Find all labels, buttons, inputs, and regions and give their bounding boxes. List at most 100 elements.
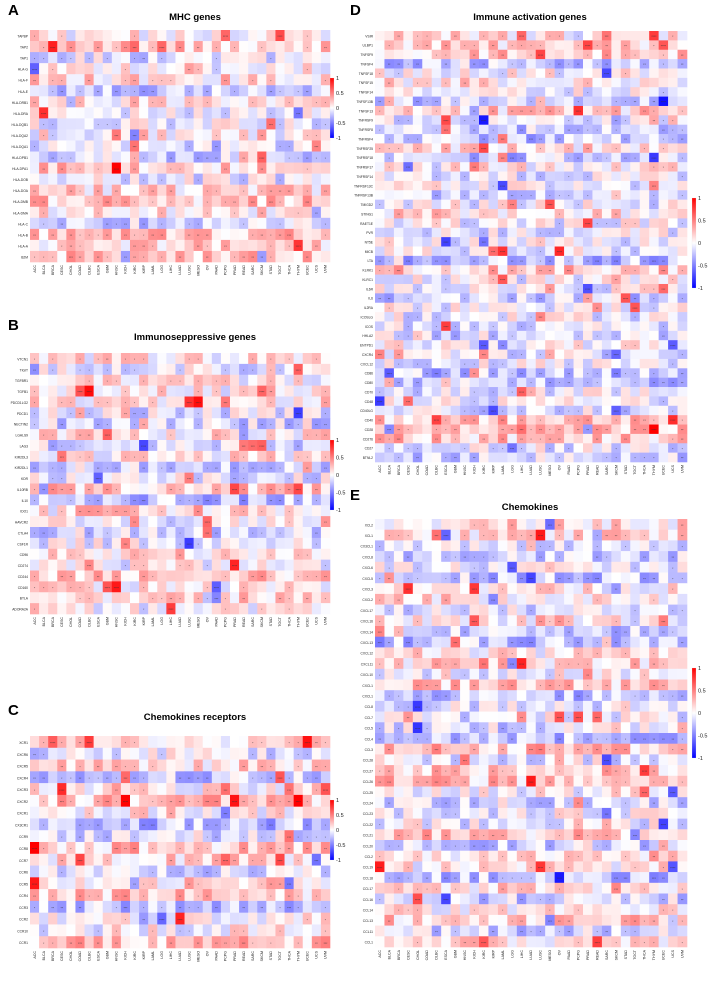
heatmap-cell <box>66 483 76 495</box>
heatmap-cell <box>139 151 149 163</box>
heatmap-cell <box>75 830 85 843</box>
heatmap-cell <box>48 900 58 913</box>
heatmap-cell <box>120 771 131 784</box>
significance-mark: ** <box>215 156 218 160</box>
heatmap-cell <box>554 143 565 154</box>
heatmap-cell <box>412 396 423 407</box>
significance-mark: * <box>270 941 272 945</box>
heatmap-cell <box>148 853 158 866</box>
heatmap-cell <box>412 274 423 285</box>
significance-mark: * <box>179 532 181 536</box>
heatmap-cell <box>30 140 40 152</box>
heatmap-cell <box>75 407 85 419</box>
heatmap-cell <box>230 472 240 484</box>
significance-mark: ** <box>142 575 145 579</box>
significance-mark: * <box>298 90 300 94</box>
legend-tick-label: -1 <box>336 858 341 864</box>
heatmap-cell <box>157 206 167 219</box>
heatmap-cell <box>284 74 294 86</box>
heatmap-cell <box>211 771 222 784</box>
heatmap-cell <box>93 450 104 463</box>
significance-mark: * <box>207 200 209 204</box>
significance-mark: * <box>98 777 100 781</box>
heatmap-cell <box>148 461 158 473</box>
heatmap-cell <box>431 377 442 388</box>
heatmap-cell <box>239 429 249 441</box>
heatmap-cell <box>211 516 222 528</box>
heatmap-cell <box>193 228 204 241</box>
heatmap-cell <box>275 548 285 560</box>
heatmap-cell <box>497 31 508 41</box>
heatmap-cell <box>175 217 185 230</box>
heatmap-cell <box>497 105 508 116</box>
significance-mark: ** <box>115 466 118 470</box>
heatmap-cell <box>102 865 113 878</box>
heatmap-cell <box>658 87 669 97</box>
column-label: KIRC <box>133 265 137 274</box>
row-label: KDR <box>21 477 29 481</box>
heatmap-cell <box>275 151 285 163</box>
column-label: LUSC <box>187 617 191 627</box>
heatmap-cell <box>535 96 546 107</box>
significance-mark: * <box>288 510 290 514</box>
heatmap-cell <box>130 162 140 174</box>
heatmap-cell <box>275 140 285 152</box>
heatmap-cell <box>507 209 518 219</box>
heatmap-cell <box>311 363 322 376</box>
heatmap-cell <box>111 151 122 163</box>
heatmap-cell <box>211 363 222 376</box>
significance-mark: * <box>34 145 36 149</box>
significance-mark: *** <box>287 906 292 910</box>
heatmap-cell <box>148 936 158 949</box>
significance-mark: * <box>243 390 245 394</box>
heatmap-cell <box>266 407 276 419</box>
heatmap-cell <box>302 195 313 208</box>
heatmap-cell <box>84 173 94 185</box>
significance-mark: ** <box>142 57 145 61</box>
heatmap-cell <box>403 180 414 191</box>
heatmap-cell <box>507 246 518 257</box>
heatmap-cell <box>230 418 240 430</box>
heatmap-cell <box>175 140 185 152</box>
heatmap-cell <box>384 59 395 69</box>
significance-mark: ** <box>501 53 504 57</box>
heatmap-cell <box>630 134 641 144</box>
heatmap-cell <box>130 494 140 506</box>
heatmap-cell <box>175 353 185 365</box>
heatmap-cell <box>375 246 385 257</box>
heatmap-cell <box>139 912 149 925</box>
significance-mark: ** <box>142 423 145 427</box>
heatmap-cell <box>30 250 40 263</box>
heatmap-cell <box>93 865 104 878</box>
heatmap-cell <box>139 842 149 855</box>
heatmap-cell <box>84 217 94 230</box>
heatmap-cell <box>545 68 555 79</box>
heatmap-cell <box>293 184 304 197</box>
heatmap-cell <box>148 516 158 528</box>
heatmap-cell <box>658 31 669 41</box>
heatmap-cell <box>148 877 158 890</box>
heatmap-cell <box>66 140 76 152</box>
heatmap-cell <box>184 41 194 53</box>
heatmap-cell <box>320 592 331 604</box>
significance-mark: * <box>252 532 254 536</box>
heatmap-cell <box>84 118 94 130</box>
heatmap-cell <box>302 41 313 53</box>
heatmap-cell <box>148 228 158 241</box>
heatmap-cell <box>184 483 194 495</box>
heatmap-cell <box>293 41 304 53</box>
significance-mark: * <box>188 145 190 149</box>
heatmap-cell <box>554 358 565 369</box>
heatmap-cell <box>257 450 267 463</box>
heatmap-cell <box>130 603 140 615</box>
heatmap-cell <box>535 199 546 210</box>
heatmap-cell <box>75 74 85 86</box>
significance-mark: ** <box>206 894 209 898</box>
heatmap-cell <box>497 124 508 135</box>
significance-mark: **** <box>443 241 449 245</box>
panel-label-b: B <box>8 317 19 334</box>
significance-mark: ** <box>416 63 419 67</box>
heatmap-cell <box>293 363 304 376</box>
heatmap-cell <box>148 603 158 615</box>
heatmap-cell <box>157 592 167 604</box>
